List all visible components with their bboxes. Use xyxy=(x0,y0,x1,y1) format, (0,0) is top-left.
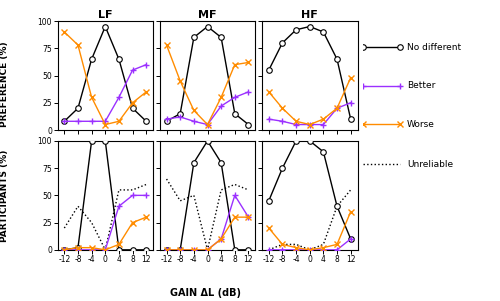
Text: Better: Better xyxy=(407,81,436,90)
Text: Worse: Worse xyxy=(407,119,435,129)
Text: Unreliable: Unreliable xyxy=(407,160,453,169)
Title: LF: LF xyxy=(98,10,112,20)
Text: PREFERENCE (%): PREFERENCE (%) xyxy=(0,42,10,127)
Title: HF: HF xyxy=(302,10,318,20)
Title: MF: MF xyxy=(198,10,217,20)
Text: GAIN ΔL (dB): GAIN ΔL (dB) xyxy=(170,288,240,298)
Text: PARTICIPANTS (%): PARTICIPANTS (%) xyxy=(0,150,10,242)
Text: No different: No different xyxy=(407,43,461,52)
